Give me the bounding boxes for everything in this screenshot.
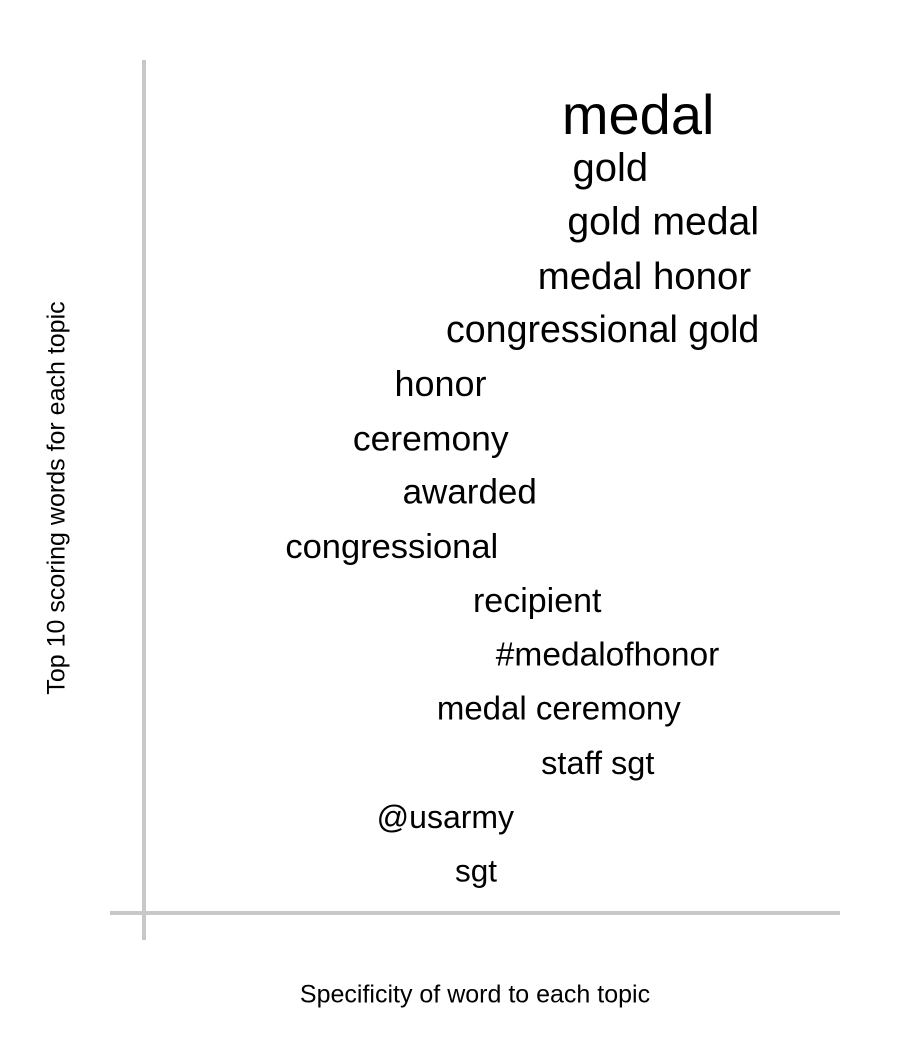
word-label: honor (394, 363, 487, 405)
word-label: gold (572, 146, 649, 191)
word-label: #medalofhonor (495, 635, 720, 673)
word-label: gold medal (567, 200, 760, 244)
word-label: @usarmy (376, 799, 515, 836)
y-axis-label: Top 10 scoring words for each topic (42, 301, 71, 695)
x-axis-label: Specificity of word to each topic (299, 980, 651, 1009)
word-label: awarded (402, 472, 537, 512)
word-label: recipient (472, 581, 602, 620)
word-label: medal (561, 82, 715, 146)
x-axis-line (110, 911, 840, 915)
word-label: medal ceremony (436, 689, 681, 727)
word-label: congressional (285, 527, 499, 566)
word-label: staff sgt (541, 744, 655, 781)
word-label: ceremony (352, 417, 509, 458)
word-label: medal honor (537, 254, 752, 298)
word-label: congressional gold (445, 308, 760, 351)
word-label: sgt (454, 852, 497, 889)
y-axis-line (142, 60, 146, 940)
